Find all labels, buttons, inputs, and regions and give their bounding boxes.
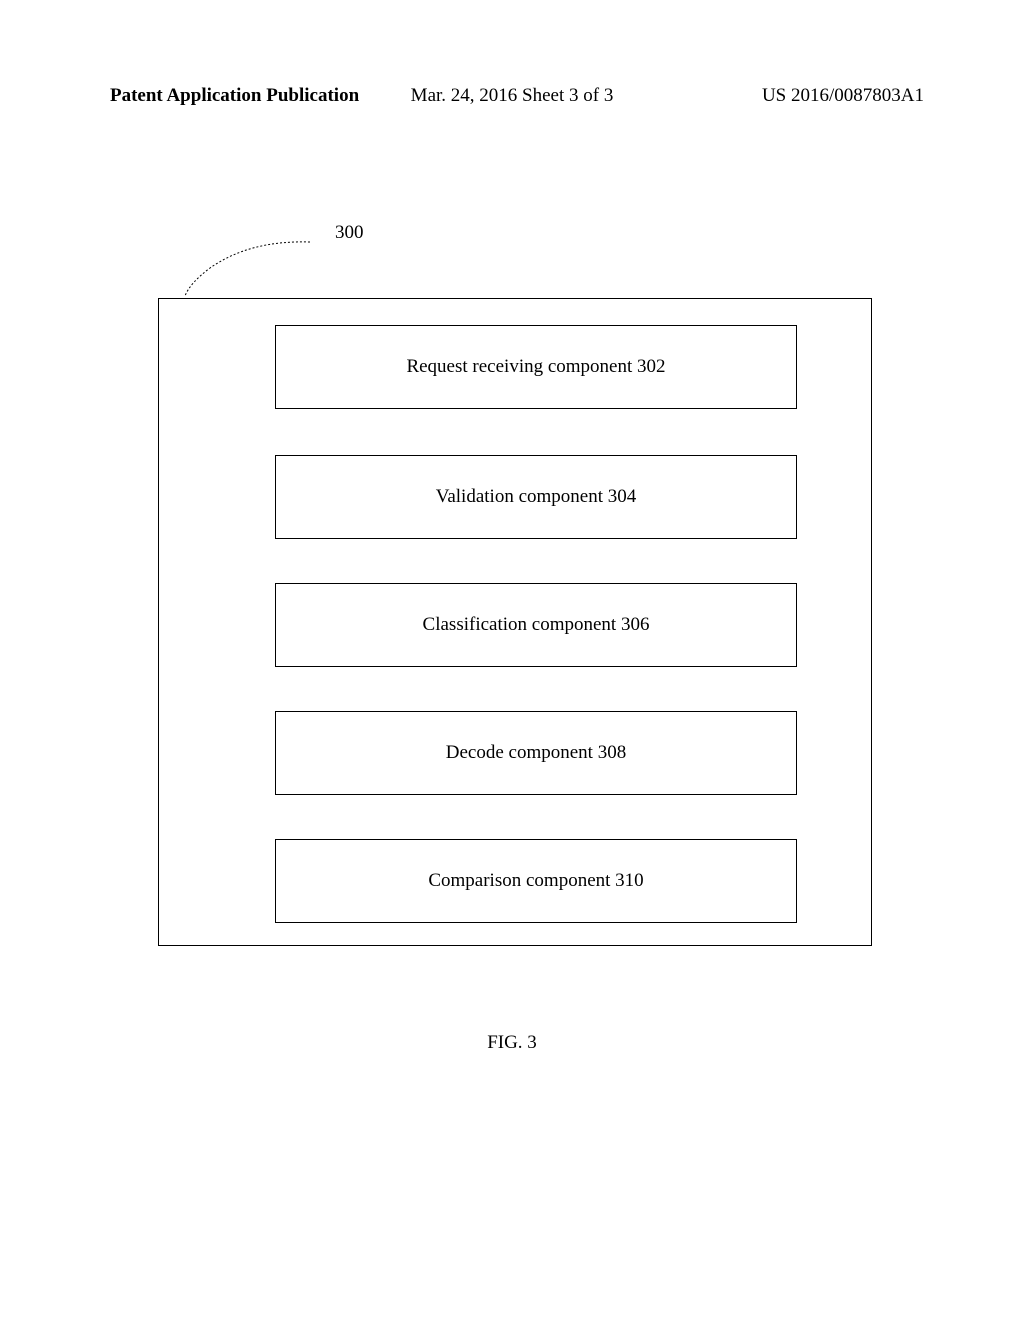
- component-box-request-receiving: Request receiving component 302: [275, 325, 797, 409]
- header-date-sheet: Mar. 24, 2016 Sheet 3 of 3: [411, 85, 614, 107]
- component-box-validation: Validation component 304: [275, 455, 797, 539]
- component-label: Classification component 306: [423, 614, 650, 636]
- component-label: Validation component 304: [436, 486, 637, 508]
- reference-pointer-line: [180, 238, 315, 298]
- diagram-container: Request receiving component 302 Validati…: [158, 298, 872, 946]
- component-label: Request receiving component 302: [406, 356, 665, 378]
- header-publication-type: Patent Application Publication: [110, 85, 359, 107]
- figure-caption: FIG. 3: [487, 1032, 537, 1054]
- component-box-classification: Classification component 306: [275, 583, 797, 667]
- component-label: Decode component 308: [446, 742, 626, 764]
- header-patent-number: US 2016/0087803A1: [762, 85, 924, 107]
- diagram-reference-number: 300: [335, 222, 364, 244]
- page-header: Patent Application Publication Mar. 24, …: [0, 85, 1024, 107]
- component-label: Comparison component 310: [428, 870, 643, 892]
- component-box-comparison: Comparison component 310: [275, 839, 797, 923]
- component-box-decode: Decode component 308: [275, 711, 797, 795]
